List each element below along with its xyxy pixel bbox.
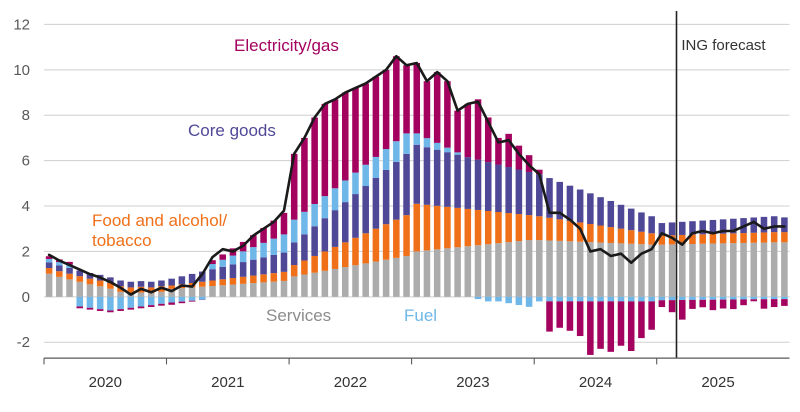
svg-text:10: 10 bbox=[13, 62, 30, 79]
svg-text:2020: 2020 bbox=[89, 374, 122, 391]
svg-text:2: 2 bbox=[22, 243, 30, 260]
svg-text:Core goods: Core goods bbox=[188, 121, 276, 140]
svg-text:ING forecast: ING forecast bbox=[681, 37, 766, 54]
svg-text:Services: Services bbox=[266, 306, 331, 325]
svg-text:tobacco: tobacco bbox=[92, 231, 152, 250]
svg-text:-2: -2 bbox=[17, 334, 30, 351]
svg-text:8: 8 bbox=[22, 107, 30, 124]
svg-text:2025: 2025 bbox=[701, 374, 734, 391]
svg-text:Electricity/gas: Electricity/gas bbox=[234, 36, 339, 55]
svg-text:0: 0 bbox=[22, 289, 30, 306]
svg-text:2023: 2023 bbox=[456, 374, 489, 391]
svg-text:Food and alcohol/: Food and alcohol/ bbox=[92, 211, 227, 230]
svg-text:12: 12 bbox=[13, 16, 30, 33]
svg-text:2024: 2024 bbox=[579, 374, 612, 391]
svg-text:4: 4 bbox=[22, 198, 30, 215]
svg-text:2021: 2021 bbox=[211, 374, 244, 391]
svg-text:2022: 2022 bbox=[334, 374, 367, 391]
svg-text:6: 6 bbox=[22, 153, 30, 170]
svg-text:Fuel: Fuel bbox=[404, 306, 437, 325]
